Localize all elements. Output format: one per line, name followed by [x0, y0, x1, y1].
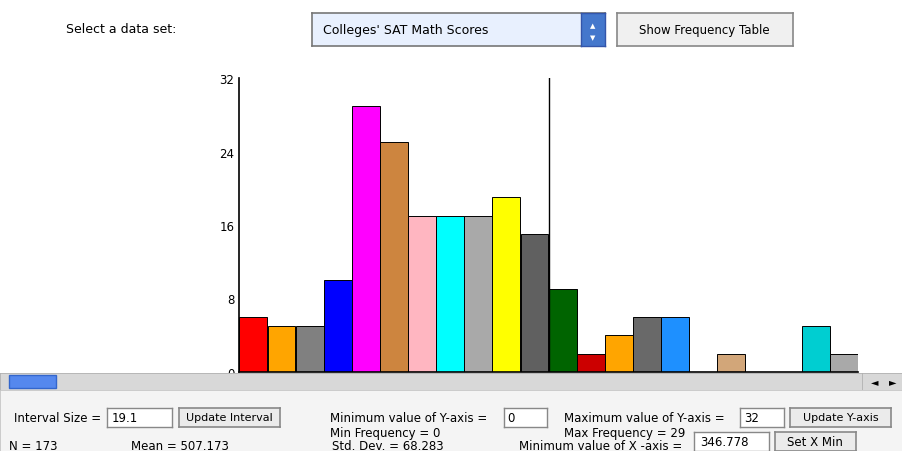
Text: ►: ► — [888, 377, 896, 387]
Text: ▼: ▼ — [590, 35, 594, 41]
Bar — [520, 235, 548, 372]
Bar — [660, 317, 688, 372]
Bar — [464, 216, 492, 372]
X-axis label: Average SAT Math Score: Average SAT Math Score — [452, 396, 644, 410]
Text: Interval Size =: Interval Size = — [14, 411, 100, 423]
Text: N = 173: N = 173 — [9, 439, 58, 451]
Text: Set X Min: Set X Min — [787, 435, 842, 448]
Text: 346.778: 346.778 — [700, 435, 748, 448]
Bar — [239, 317, 267, 372]
Bar — [408, 216, 436, 372]
Text: 0: 0 — [507, 411, 514, 423]
Text: Colleges' SAT Math Scores: Colleges' SAT Math Scores — [323, 24, 488, 37]
Text: 19.1: 19.1 — [112, 411, 138, 423]
Text: ▲: ▲ — [590, 23, 594, 29]
Bar — [352, 106, 380, 372]
Text: Update Y-axis: Update Y-axis — [802, 412, 878, 422]
Text: Max Frequency = 29: Max Frequency = 29 — [564, 426, 685, 438]
Text: Min Frequency = 0: Min Frequency = 0 — [329, 426, 439, 438]
Text: Minimum value of Y-axis =: Minimum value of Y-axis = — [329, 411, 486, 423]
Bar — [576, 354, 604, 372]
Bar — [632, 317, 660, 372]
Text: Show Frequency Table: Show Frequency Table — [639, 24, 769, 37]
Bar — [716, 354, 744, 372]
Text: 32: 32 — [743, 411, 758, 423]
Bar — [492, 198, 520, 372]
Bar — [436, 216, 464, 372]
Bar — [9, 375, 56, 388]
Text: Std. Dev. = 68.283: Std. Dev. = 68.283 — [332, 439, 444, 451]
Text: ◄: ◄ — [870, 377, 878, 387]
Text: Mean = 507.173: Mean = 507.173 — [131, 439, 228, 451]
Bar — [324, 281, 351, 372]
Bar — [295, 326, 323, 372]
Bar — [829, 354, 857, 372]
Bar — [548, 290, 575, 372]
Bar — [267, 326, 295, 372]
Bar — [801, 326, 829, 372]
Bar — [380, 143, 408, 372]
Text: Select a data set:: Select a data set: — [66, 23, 176, 36]
Text: Maximum value of Y-axis =: Maximum value of Y-axis = — [564, 411, 724, 423]
Text: Update Interval: Update Interval — [186, 412, 272, 422]
Bar — [604, 336, 632, 372]
Text: Minimum value of X -axis =: Minimum value of X -axis = — [519, 439, 682, 451]
